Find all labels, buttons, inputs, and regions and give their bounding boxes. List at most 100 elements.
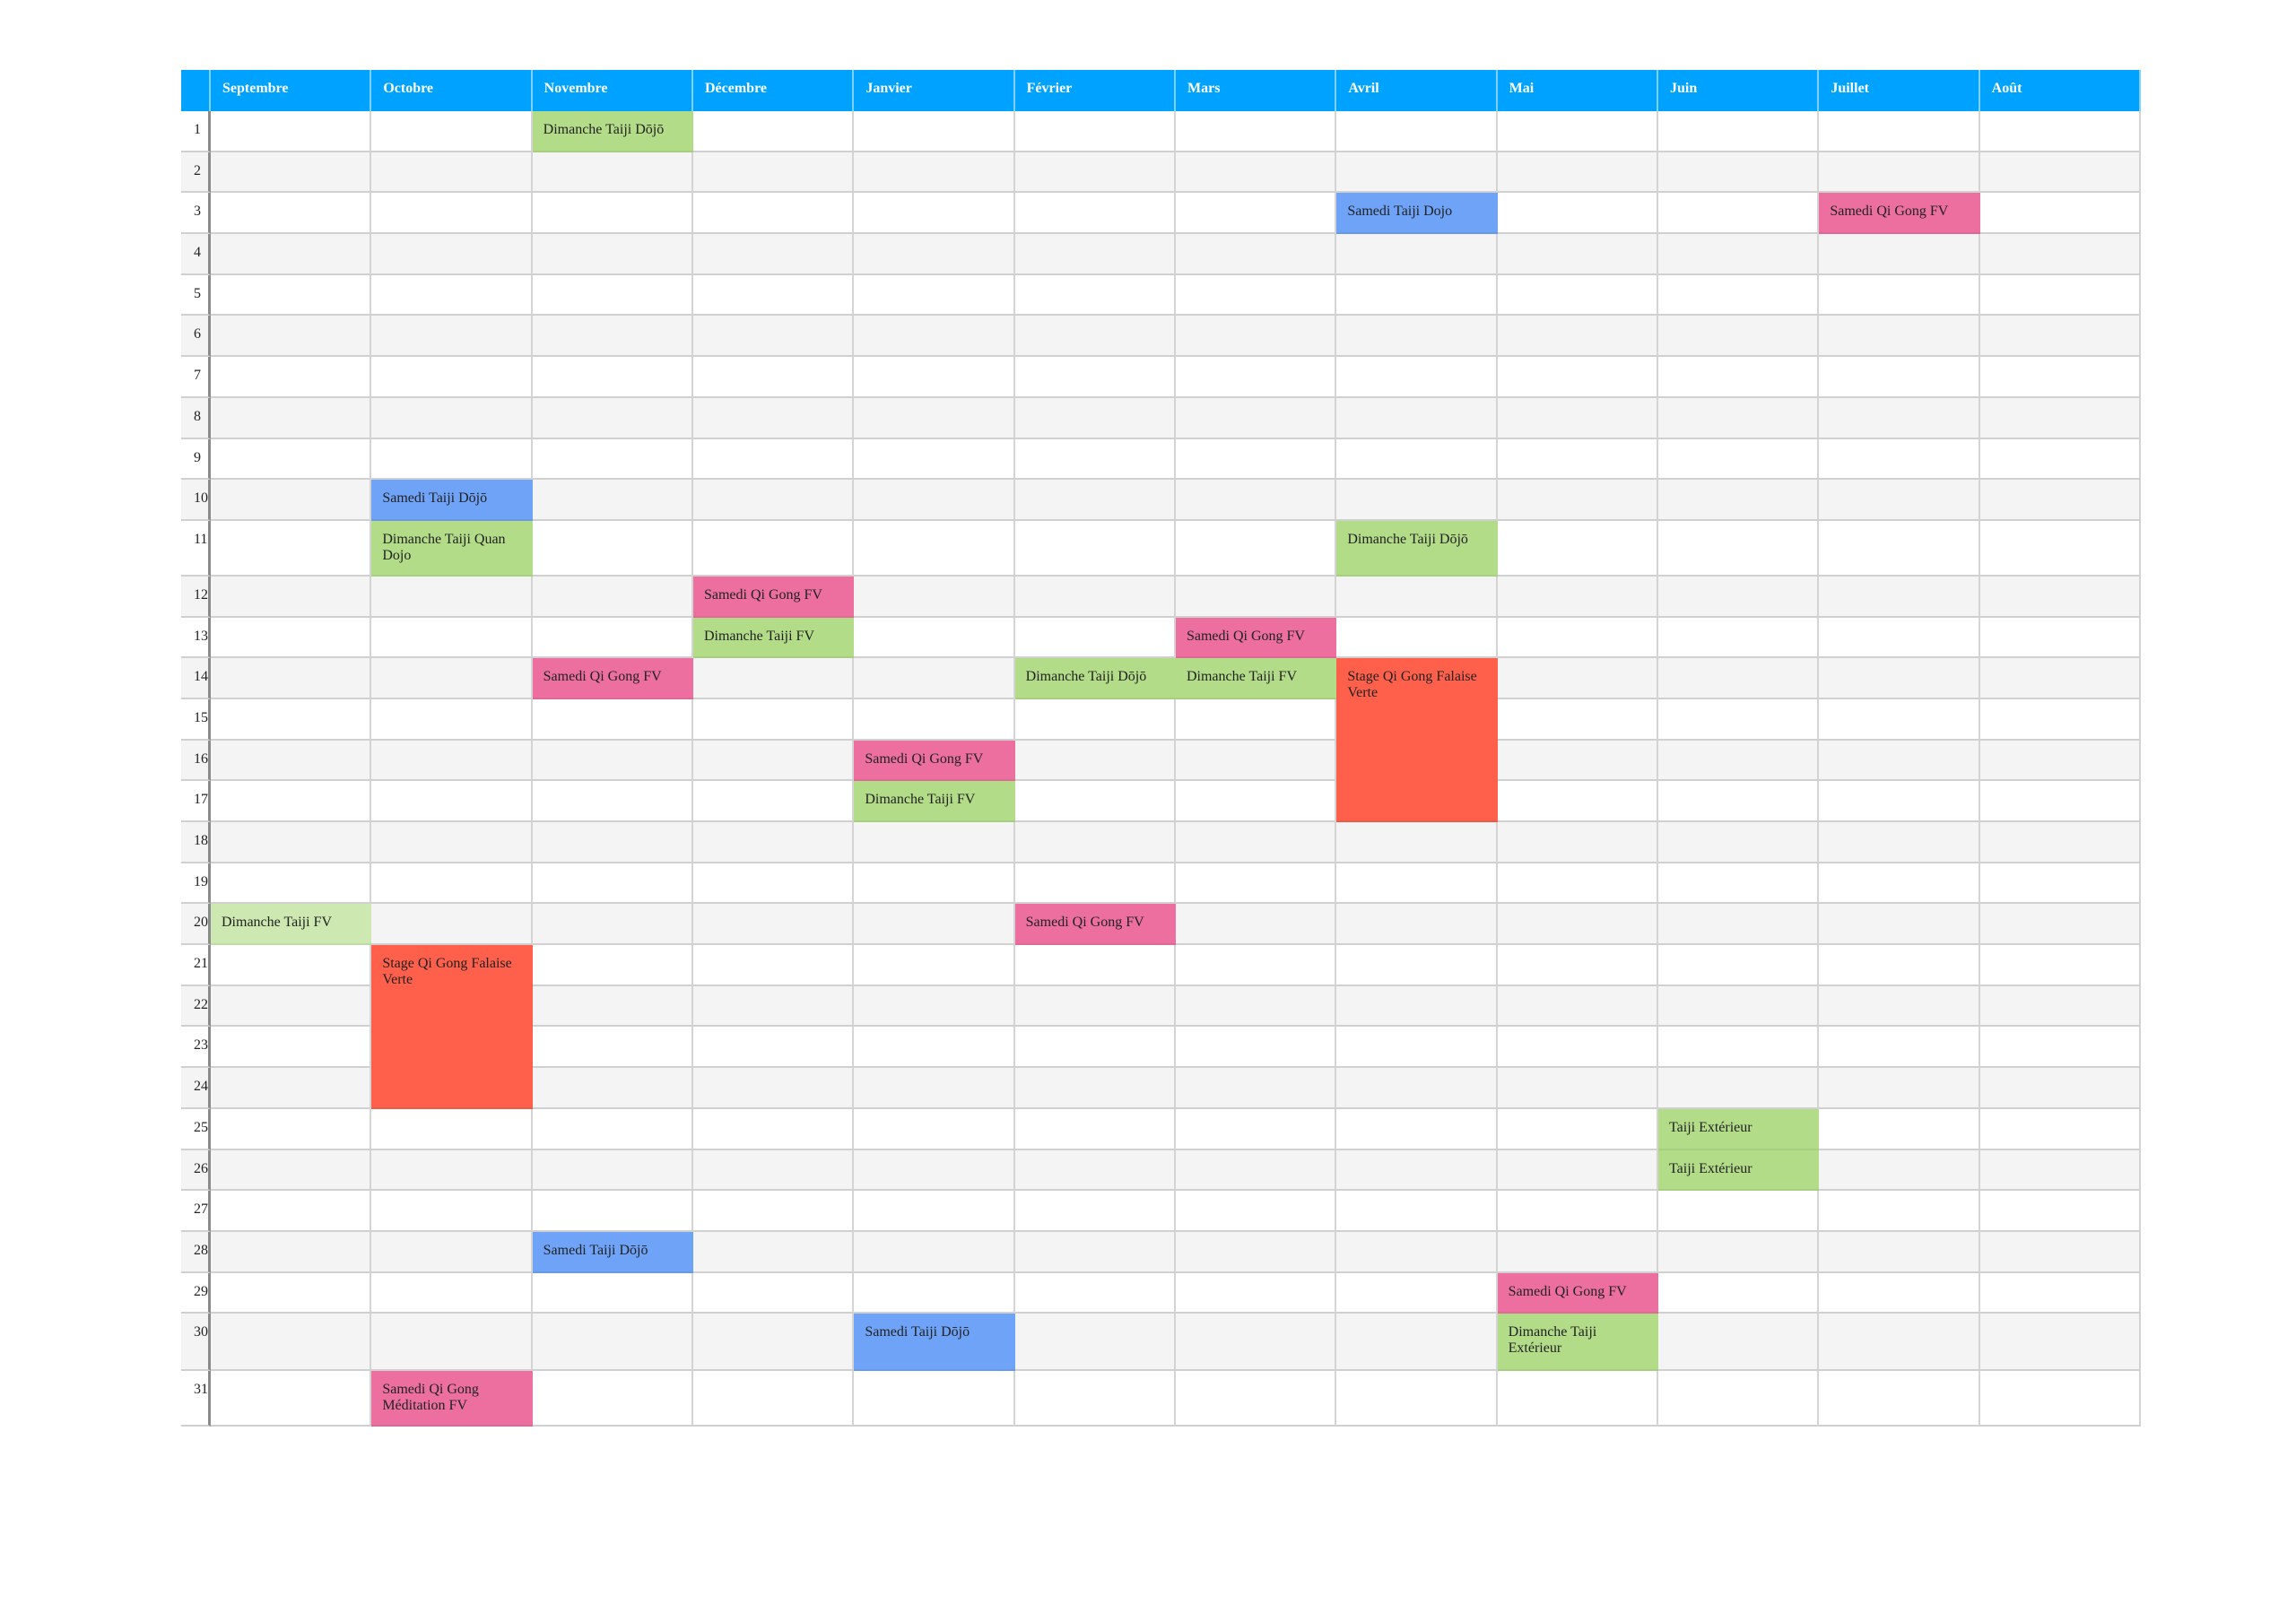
calendar-cell[interactable] — [211, 945, 372, 986]
calendar-cell[interactable] — [1014, 1191, 1176, 1232]
calendar-cell[interactable] — [1979, 985, 2141, 1028]
calendar-cell[interactable] — [532, 357, 693, 398]
calendar-cell[interactable] — [371, 438, 533, 481]
event-blue[interactable]: Samedi Taiji Dōjō — [532, 1231, 693, 1273]
calendar-cell[interactable] — [1336, 1027, 1498, 1069]
calendar-cell[interactable] — [854, 397, 1015, 439]
calendar-cell[interactable] — [1657, 152, 1820, 194]
calendar-cell[interactable] — [1819, 316, 1980, 358]
calendar-cell[interactable] — [371, 274, 533, 317]
event-green[interactable]: Dimanche Taiji FV — [854, 781, 1015, 822]
calendar-cell[interactable] — [1979, 234, 2141, 275]
calendar-cell[interactable] — [1979, 945, 2141, 986]
calendar-cell[interactable] — [1175, 234, 1337, 275]
calendar-cell[interactable] — [1979, 193, 2141, 235]
calendar-cell[interactable] — [854, 438, 1015, 481]
calendar-cell[interactable] — [1819, 945, 1980, 986]
calendar-cell[interactable] — [1497, 1371, 1658, 1427]
calendar-cell[interactable] — [1175, 1314, 1337, 1372]
calendar-cell[interactable] — [854, 1108, 1015, 1150]
calendar-cell[interactable] — [1979, 1314, 2141, 1372]
event-pink[interactable]: Samedi Qi Gong FV — [1175, 617, 1337, 659]
calendar-cell[interactable] — [1657, 480, 1820, 521]
calendar-cell[interactable] — [1336, 1068, 1498, 1109]
event-green[interactable]: Dimanche Taiji Dōjō — [1014, 658, 1176, 699]
calendar-cell[interactable] — [1979, 274, 2141, 317]
calendar-cell[interactable] — [1497, 617, 1658, 659]
event-pink[interactable]: Samedi Qi Gong FV — [1497, 1272, 1658, 1314]
calendar-cell[interactable] — [1819, 985, 1980, 1028]
calendar-cell[interactable] — [1336, 617, 1498, 659]
calendar-cell[interactable] — [1014, 985, 1176, 1028]
calendar-cell[interactable] — [1336, 152, 1498, 194]
event-blue[interactable]: Samedi Taiji Dōjō — [854, 1314, 1015, 1372]
calendar-cell[interactable] — [1979, 904, 2141, 946]
calendar-cell[interactable] — [371, 698, 533, 741]
calendar-cell[interactable] — [1175, 863, 1337, 905]
calendar-cell[interactable] — [1657, 1272, 1820, 1314]
event-green[interactable]: Dimanche Taiji FV — [1175, 658, 1337, 699]
calendar-cell[interactable] — [1497, 781, 1658, 822]
calendar-cell[interactable] — [854, 822, 1015, 863]
calendar-cell[interactable] — [1497, 111, 1658, 152]
calendar-cell[interactable] — [1175, 985, 1337, 1028]
calendar-cell[interactable] — [1175, 1272, 1337, 1314]
calendar-cell[interactable] — [854, 480, 1015, 521]
event-red[interactable]: Stage Qi Gong Falaise Verte — [1336, 658, 1498, 822]
calendar-cell[interactable] — [1014, 1371, 1176, 1427]
calendar-cell[interactable] — [1336, 985, 1498, 1028]
calendar-cell[interactable] — [211, 480, 372, 521]
calendar-cell[interactable] — [1979, 111, 2141, 152]
calendar-cell[interactable] — [1819, 698, 1980, 741]
calendar-cell[interactable] — [1979, 576, 2141, 618]
calendar-cell[interactable] — [532, 1191, 693, 1232]
calendar-cell[interactable] — [211, 111, 372, 152]
event-pink[interactable]: Samedi Qi Gong FV — [1819, 193, 1980, 235]
calendar-cell[interactable] — [1657, 193, 1820, 235]
calendar-cell[interactable] — [1979, 152, 2141, 194]
calendar-cell[interactable] — [1979, 740, 2141, 782]
calendar-cell[interactable] — [371, 1314, 533, 1372]
calendar-cell[interactable] — [692, 1231, 855, 1273]
calendar-cell[interactable] — [1497, 658, 1658, 699]
calendar-cell[interactable] — [692, 480, 855, 521]
calendar-cell[interactable] — [371, 1191, 533, 1232]
calendar-cell[interactable] — [1497, 863, 1658, 905]
calendar-cell[interactable] — [854, 357, 1015, 398]
event-green[interactable]: Taiji Extérieur — [1657, 1108, 1820, 1150]
calendar-cell[interactable] — [1014, 1108, 1176, 1150]
calendar-cell[interactable] — [692, 397, 855, 439]
calendar-cell[interactable] — [1175, 945, 1337, 986]
calendar-cell[interactable] — [532, 1068, 693, 1109]
calendar-cell[interactable] — [1819, 781, 1980, 822]
calendar-cell[interactable] — [211, 152, 372, 194]
calendar-cell[interactable] — [1336, 863, 1498, 905]
calendar-cell[interactable] — [211, 357, 372, 398]
calendar-cell[interactable] — [1657, 316, 1820, 358]
calendar-cell[interactable] — [371, 658, 533, 699]
calendar-cell[interactable] — [1657, 945, 1820, 986]
calendar-cell[interactable] — [1014, 480, 1176, 521]
calendar-cell[interactable] — [1657, 1231, 1820, 1273]
calendar-cell[interactable] — [1014, 357, 1176, 398]
calendar-cell[interactable] — [1014, 520, 1176, 577]
calendar-cell[interactable] — [1819, 1314, 1980, 1372]
calendar-cell[interactable] — [211, 740, 372, 782]
calendar-cell[interactable] — [371, 863, 533, 905]
calendar-cell[interactable] — [371, 781, 533, 822]
calendar-cell[interactable] — [211, 1272, 372, 1314]
calendar-cell[interactable] — [1497, 740, 1658, 782]
calendar-cell[interactable] — [1979, 863, 2141, 905]
calendar-cell[interactable] — [1497, 698, 1658, 741]
calendar-cell[interactable] — [371, 740, 533, 782]
calendar-cell[interactable] — [1657, 1027, 1820, 1069]
calendar-cell[interactable] — [1657, 1371, 1820, 1427]
calendar-cell[interactable] — [1979, 781, 2141, 822]
calendar-cell[interactable] — [1014, 1149, 1176, 1192]
calendar-cell[interactable] — [692, 863, 855, 905]
calendar-cell[interactable] — [854, 863, 1015, 905]
calendar-cell[interactable] — [1657, 397, 1820, 439]
calendar-cell[interactable] — [692, 698, 855, 741]
event-pink[interactable]: Samedi Qi Gong FV — [532, 658, 693, 699]
calendar-cell[interactable] — [211, 985, 372, 1028]
